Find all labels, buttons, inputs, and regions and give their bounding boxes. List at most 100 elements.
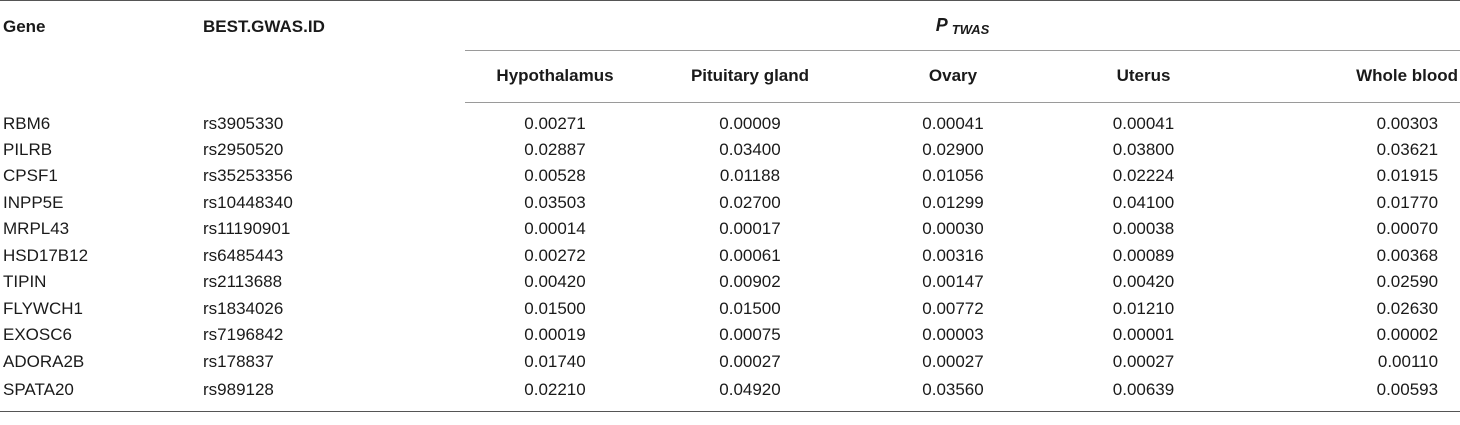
header-row-tissues: Hypothalamus Pituitary gland Ovary Uteru… (0, 50, 1460, 103)
table-row: INPP5E rs10448340 0.03503 0.02700 0.01299 0.0… (0, 190, 1460, 217)
p-value-cell: 0.00009 (719, 113, 781, 133)
tissue-header-uterus: Uterus (1051, 50, 1236, 103)
gwas-id-cell: rs989128 (203, 375, 465, 412)
table-row: HSD17B12 rs6485443 0.00272 0.00061 0.00316 0.… (0, 243, 1460, 270)
gwas-id-cell: rs1834026 (203, 298, 284, 318)
p-value-cell: 0.00017 (719, 219, 781, 239)
p-value-cell: 0.01210 (1112, 298, 1175, 318)
tissue-header-hypothalamus: Hypothalamus (465, 50, 645, 103)
p-value-cell: 0.00368 (1376, 245, 1439, 265)
tissue-header-whole-blood: Whole blood (1236, 50, 1460, 103)
twas-results-table: Gene BEST.GWAS.ID P TWAS Hypothalamus Pit… (0, 0, 1460, 412)
p-value-cell: 0.00002 (1376, 325, 1439, 345)
p-value-cell: 0.01770 (1376, 192, 1439, 212)
table-row: RBM6 rs3905330 0.00271 0.00009 0.00041 0.0004… (0, 103, 1460, 137)
p-value-cell: 0.02210 (465, 375, 645, 412)
p-value-cell: 0.01740 (524, 351, 586, 371)
p-value-cell: 0.00027 (719, 351, 781, 371)
p-twas-label: P (935, 15, 948, 35)
p-value-cell: 0.00089 (1112, 245, 1175, 265)
gene-cell: RBM6 (3, 113, 51, 133)
gwas-id-cell: rs2950520 (203, 139, 284, 159)
gene-cell: EXOSC6 (3, 325, 72, 345)
gwas-id-cell: rs2113688 (203, 272, 283, 292)
table-row: MRPL43 rs11190901 0.00014 0.00017 0.00030 0.0… (0, 216, 1460, 243)
gene-column-header: Gene (0, 0, 203, 103)
gene-cell: FLYWCH1 (3, 298, 83, 318)
table-row: TIPIN rs2113688 0.00420 0.00902 0.00147 0.004… (0, 269, 1460, 296)
table-row: PILRB rs2950520 0.02887 0.03400 0.02900 0.038… (0, 137, 1460, 164)
p-value-cell: 0.00303 (1376, 113, 1439, 133)
table-row: CPSF1 rs35253356 0.00528 0.01188 0.01056 0.02… (0, 163, 1460, 190)
p-value-cell: 0.02630 (1376, 298, 1439, 318)
p-value-cell: 0.01056 (922, 166, 984, 186)
p-value-cell: 0.00272 (524, 245, 586, 265)
gwas-id-cell: rs10448340 (203, 192, 293, 212)
p-value-cell: 0.03503 (524, 192, 586, 212)
gwas-id-cell: rs178837 (203, 351, 274, 371)
gene-cell: MRPL43 (3, 219, 70, 239)
p-value-cell: 0.00019 (524, 325, 586, 345)
gwas-id-cell: rs6485443 (203, 245, 284, 265)
p-value-cell: 0.00639 (1051, 375, 1236, 412)
p-value-cell: 0.01188 (719, 166, 781, 186)
table-row: EXOSC6 rs7196842 0.00019 0.00075 0.00003 0.00… (0, 322, 1460, 349)
table-row: FLYWCH1 rs1834026 0.01500 0.01500 0.00772 0.0… (0, 296, 1460, 323)
p-value-cell: 0.00070 (1376, 219, 1439, 239)
p-value-cell: 0.00420 (1112, 272, 1175, 292)
p-value-cell: 0.00027 (1112, 351, 1175, 371)
p-value-cell: 0.02224 (1112, 166, 1175, 186)
p-value-cell: 0.00003 (922, 325, 984, 345)
header-row-top: Gene BEST.GWAS.ID P TWAS (0, 0, 1460, 103)
p-value-cell: 0.01500 (524, 298, 586, 318)
table-row: SPATA20 rs989128 0.02210 0.04920 0.03560 0.00… (0, 375, 1460, 412)
p-value-cell: 0.00038 (1112, 219, 1175, 239)
p-value-cell: 0.00420 (524, 272, 586, 292)
p-twas-group-header: P TWAS (465, 0, 1460, 51)
p-value-cell: 0.03400 (719, 139, 781, 159)
p-value-cell: 0.01500 (719, 298, 781, 318)
table-header: Gene BEST.GWAS.ID P TWAS Hypothalamus Pit… (0, 0, 1460, 103)
p-value-cell: 0.03800 (1112, 139, 1175, 159)
p-value-cell: 0.00030 (922, 219, 984, 239)
p-value-cell: 0.04920 (645, 375, 855, 412)
gene-cell: ADORA2B (3, 351, 85, 371)
gwas-id-cell: rs11190901 (203, 219, 291, 239)
p-value-cell: 0.00110 (1377, 351, 1439, 371)
gwas-id-cell: rs35253356 (203, 166, 293, 186)
p-value-cell: 0.00593 (1236, 375, 1460, 412)
p-value-cell: 0.00147 (922, 272, 984, 292)
gene-cell: CPSF1 (3, 166, 58, 186)
p-value-cell: 0.00061 (719, 245, 781, 265)
tissue-header-ovary: Ovary (855, 50, 1051, 103)
gene-cell: SPATA20 (0, 375, 203, 412)
gwas-id-column-header: BEST.GWAS.ID (203, 0, 465, 103)
p-value-cell: 0.00271 (524, 113, 586, 133)
table-row: ADORA2B rs178837 0.01740 0.00027 0.00027 0.00… (0, 349, 1460, 376)
p-value-cell: 0.00772 (922, 298, 984, 318)
p-value-cell: 0.00041 (1112, 113, 1175, 133)
gene-cell: HSD17B12 (3, 245, 89, 265)
p-value-cell: 0.03560 (855, 375, 1051, 412)
p-twas-subscript: TWAS (951, 22, 990, 37)
p-value-cell: 0.00316 (922, 245, 984, 265)
p-value-cell: 0.00041 (922, 113, 984, 133)
p-value-cell: 0.02887 (524, 139, 586, 159)
p-value-cell: 0.00014 (524, 219, 586, 239)
gwas-id-cell: rs7196842 (203, 325, 284, 345)
gene-cell: INPP5E (3, 192, 64, 212)
gene-cell: PILRB (3, 139, 53, 159)
table-body: RBM6 rs3905330 0.00271 0.00009 0.00041 0.0004… (0, 103, 1460, 412)
p-value-cell: 0.02700 (719, 192, 781, 212)
p-value-cell: 0.04100 (1112, 192, 1175, 212)
p-value-cell: 0.00902 (719, 272, 781, 292)
p-value-cell: 0.02900 (922, 139, 984, 159)
p-value-cell: 0.03621 (1376, 139, 1439, 159)
tissue-header-pituitary-gland: Pituitary gland (645, 50, 855, 103)
p-value-cell: 0.00075 (719, 325, 781, 345)
gwas-id-cell: rs3905330 (203, 113, 284, 133)
p-value-cell: 0.01299 (922, 192, 984, 212)
p-value-cell: 0.00001 (1112, 325, 1175, 345)
gene-cell: TIPIN (3, 272, 47, 292)
